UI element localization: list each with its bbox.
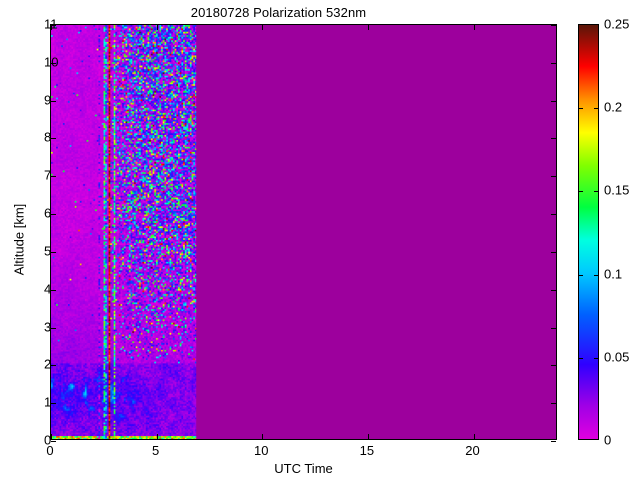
x-tick-top (156, 25, 158, 30)
x-tick-label: 15 (359, 443, 375, 458)
y-tick (51, 62, 56, 64)
y-tick (51, 100, 56, 102)
y-tick (51, 403, 56, 405)
colorbar-tick (579, 191, 583, 193)
x-tick-label: 5 (152, 443, 160, 458)
x-tick-label: 20 (465, 443, 480, 458)
y-tick-right (551, 403, 556, 405)
y-tick-right (551, 138, 556, 140)
colorbar-tick-label: 0 (604, 432, 612, 448)
y-tick-right (551, 327, 556, 329)
y-tick (51, 25, 56, 26)
y-tick (51, 289, 56, 291)
y-tick (51, 214, 56, 216)
colorbar-tick-label: 0.25 (604, 16, 630, 32)
y-tick-right (551, 441, 556, 442)
y-tick-right (551, 62, 556, 64)
x-tick-top (51, 25, 52, 30)
colorbar-tick-label: 0.1 (604, 266, 623, 282)
x-tick-top (473, 25, 475, 30)
plot-area (50, 24, 557, 442)
colorbar-tick (594, 274, 598, 276)
y-tick-label: 5 (44, 243, 52, 259)
y-tick-right (551, 251, 556, 253)
y-tick-label: 8 (44, 129, 52, 145)
y-tick-label: 6 (44, 205, 52, 221)
y-tick-right (551, 365, 556, 367)
x-tick (367, 434, 369, 439)
colorbar-tick (579, 274, 583, 276)
y-tick (51, 365, 56, 367)
x-tick-label: 0 (46, 443, 54, 458)
colorbar-gradient (579, 25, 598, 439)
y-tick-label: 1 (44, 394, 52, 410)
chart-title: 20180728 Polarization 532nm (190, 5, 367, 20)
colorbar-tick-label: 0.15 (604, 182, 630, 198)
y-tick (51, 251, 56, 253)
x-tick (473, 434, 475, 439)
x-tick (156, 434, 158, 439)
x-tick-label: 10 (254, 443, 269, 458)
y-tick-label: 0 (44, 432, 52, 448)
x-tick-top (262, 25, 264, 30)
y-tick-label: 10 (44, 54, 59, 70)
colorbar-tick-label: 0.2 (604, 99, 623, 115)
colorbar-tick (594, 191, 598, 193)
y-tick (51, 176, 56, 178)
colorbar-tick (579, 108, 583, 110)
y-tick-label: 7 (44, 167, 52, 183)
x-tick (51, 434, 52, 439)
colorbar-tick-label: 0.05 (604, 349, 630, 365)
y-tick-label: 4 (44, 281, 52, 297)
x-tick (262, 434, 264, 439)
y-tick (51, 138, 56, 140)
colorbar-tick (594, 357, 598, 359)
colorbar-tick (594, 108, 598, 110)
colorbar (578, 24, 599, 440)
y-tick-label: 9 (44, 92, 52, 108)
colorbar-tick (579, 357, 583, 359)
y-tick-label: 2 (44, 356, 52, 372)
heatmap-canvas (51, 25, 556, 439)
y-tick-label: 11 (44, 16, 58, 32)
y-tick-right (551, 25, 556, 26)
y-tick-right (551, 100, 556, 102)
y-tick (51, 441, 56, 442)
y-tick (51, 327, 56, 329)
y-tick-right (551, 214, 556, 216)
x-tick-top (367, 25, 369, 30)
y-tick-right (551, 176, 556, 178)
y-tick-right (551, 289, 556, 291)
y-tick-label: 3 (44, 319, 52, 335)
y-axis-title: Altitude [km] (11, 203, 27, 276)
x-axis-title: UTC Time (274, 461, 333, 476)
